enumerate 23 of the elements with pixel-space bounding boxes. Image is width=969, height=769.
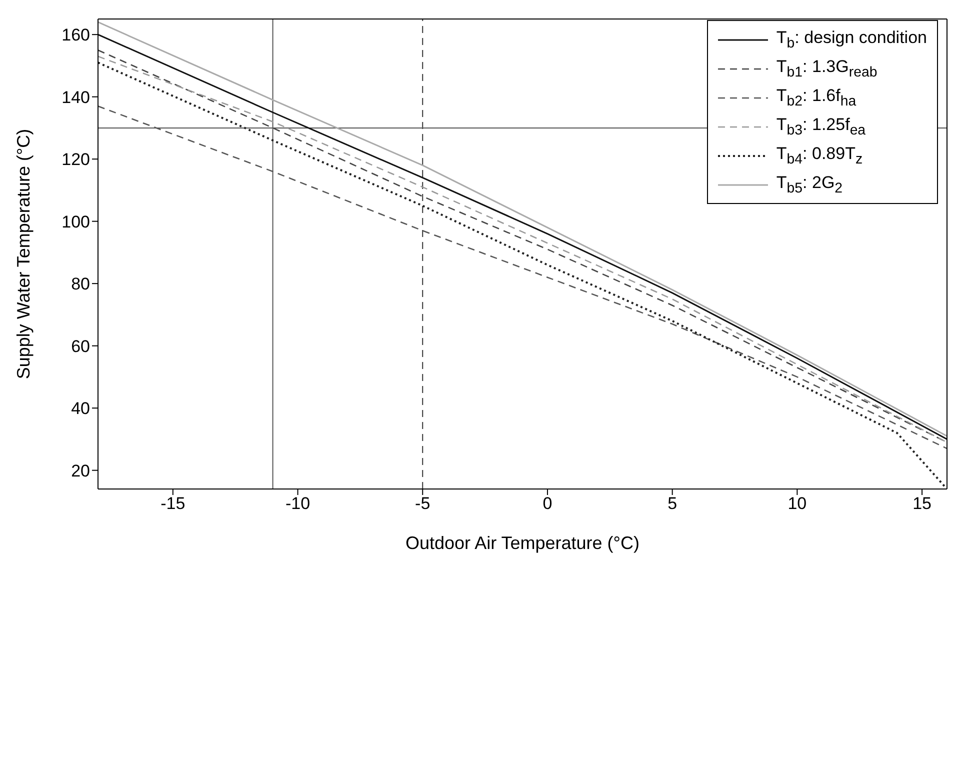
y-tick-label: 20: [71, 461, 90, 480]
x-tick-label: -5: [415, 494, 430, 514]
y-tick-label: 60: [71, 336, 90, 356]
y-axis-title: Supply Water Temperature (°C): [13, 128, 34, 380]
x-tick-label: 15: [912, 494, 932, 514]
y-tick-label: 140: [62, 88, 90, 107]
y-tick-label: 40: [71, 399, 90, 418]
x-tick-label: 0: [542, 494, 552, 514]
x-tick-label: -15: [160, 494, 186, 514]
y-tick-label: 80: [71, 274, 90, 294]
y-tick-label: 100: [62, 212, 90, 232]
y-tick-label: 160: [62, 26, 90, 45]
legend-label: T$_{b}$: design condition: [776, 28, 927, 52]
legend-label: T$_{b3}$: 1.25f$_{ea}$: [776, 114, 866, 138]
legend-label: T$_{b5}$: 2G$_{2}$: [776, 172, 843, 196]
x-tick-label: 5: [668, 494, 678, 514]
legend-label: T$_{b1}$: 1.3G$_{reab}$: [776, 56, 878, 80]
x-axis-title: Outdoor Air Temperature (°C): [406, 533, 640, 553]
x-tick-label: -10: [285, 494, 310, 514]
legend-label: T$_{b2}$: 1.6f$_{ha}$: [776, 86, 856, 110]
y-tick-label: 120: [62, 150, 90, 170]
x-tick-label: 10: [788, 494, 807, 514]
legend-label: T$_{b4}$: 0.89T$_{z}$: [776, 144, 863, 168]
